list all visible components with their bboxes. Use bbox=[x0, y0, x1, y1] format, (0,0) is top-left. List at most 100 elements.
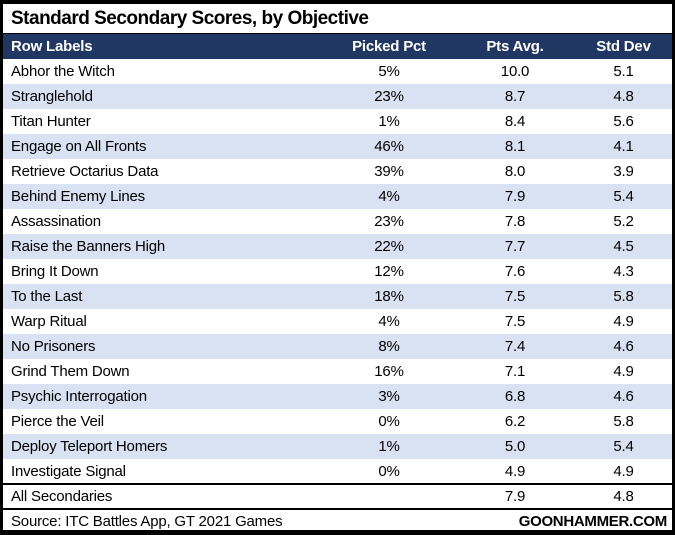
table-row: To the Last 18% 7.5 5.8 bbox=[3, 284, 672, 309]
row-label-cell: Abhor the Witch bbox=[11, 63, 115, 80]
std-dev-cell: 3.9 bbox=[613, 163, 634, 180]
std-dev-cell: 5.4 bbox=[575, 184, 672, 209]
picked-pct-cell: 16% bbox=[374, 363, 404, 380]
std-dev-cell: 4.9 bbox=[613, 462, 634, 480]
pts-avg-cell: 10.0 bbox=[500, 63, 530, 80]
row-label-cell: Warp Ritual bbox=[11, 313, 87, 330]
table-row: Behind Enemy Lines 4% 7.9 5.4 bbox=[3, 184, 672, 209]
table-row: Psychic Interrogation 3% 6.8 4.6 bbox=[3, 384, 672, 409]
table-row: Stranglehold 23% 8.7 4.8 bbox=[3, 84, 672, 109]
table-total-section: All Secondaries 7.9 4.8 Source: ITC Batt… bbox=[3, 483, 672, 530]
header-row: Row Labels Picked Pct Pts Avg. Std Dev bbox=[3, 34, 672, 59]
picked-pct-cell: 8% bbox=[323, 334, 455, 359]
pts-avg-cell: 7.5 bbox=[455, 284, 575, 309]
std-dev-cell: 4.5 bbox=[575, 234, 672, 259]
brand-text: GOONHAMMER.COM bbox=[455, 509, 672, 530]
picked-pct-cell: 22% bbox=[323, 234, 455, 259]
std-dev-cell: 4.8 bbox=[575, 84, 672, 109]
table-row: Abhor the Witch 5% 10.0 5.1 bbox=[3, 59, 672, 84]
std-dev-cell: 4.9 bbox=[613, 313, 634, 330]
row-label-cell: Assassination bbox=[11, 213, 101, 230]
std-dev-cell: 5.6 bbox=[613, 113, 634, 130]
table-row: Engage on All Fronts 46% 8.1 4.1 bbox=[3, 134, 672, 159]
row-label-cell: Raise the Banners High bbox=[3, 234, 323, 259]
table-row: No Prisoners 8% 7.4 4.6 bbox=[3, 334, 672, 359]
total-std-dev-cell: 4.8 bbox=[575, 483, 672, 510]
row-label-cell: Bring It Down bbox=[11, 263, 99, 280]
pts-avg-cell: 7.5 bbox=[504, 313, 526, 330]
row-label-cell: Deploy Teleport Homers bbox=[3, 434, 323, 459]
pts-avg-cell: 6.2 bbox=[504, 413, 526, 430]
row-label-cell: No Prisoners bbox=[3, 334, 323, 359]
std-dev-cell: 5.8 bbox=[613, 413, 634, 430]
std-dev-cell: 5.1 bbox=[613, 63, 634, 80]
table-row: Raise the Banners High 22% 7.7 4.5 bbox=[3, 234, 672, 259]
table-row: Pierce the Veil 0% 6.2 5.8 bbox=[3, 409, 672, 434]
col-header-std-dev: Std Dev bbox=[575, 34, 672, 59]
picked-pct-cell: 4% bbox=[378, 313, 400, 330]
picked-pct-cell: 23% bbox=[323, 84, 455, 109]
page-title: Standard Secondary Scores, by Objective bbox=[11, 7, 369, 29]
col-header-pts-avg: Pts Avg. bbox=[455, 34, 575, 59]
table-body: Abhor the Witch 5% 10.0 5.1 Stranglehold… bbox=[3, 59, 672, 484]
secondary-scores-table: Row Labels Picked Pct Pts Avg. Std Dev A… bbox=[3, 34, 672, 530]
picked-pct-cell: 3% bbox=[323, 384, 455, 409]
picked-pct-cell: 0% bbox=[378, 462, 400, 480]
picked-pct-cell: 39% bbox=[374, 163, 404, 180]
std-dev-cell: 5.8 bbox=[575, 284, 672, 309]
title-band: Standard Secondary Scores, by Objective bbox=[3, 4, 672, 34]
row-label-cell: Pierce the Veil bbox=[11, 413, 104, 430]
table-row: Titan Hunter 1% 8.4 5.6 bbox=[3, 109, 672, 134]
pts-avg-cell: 7.7 bbox=[455, 234, 575, 259]
picked-pct-cell: 5% bbox=[378, 63, 400, 80]
std-dev-cell: 4.6 bbox=[575, 384, 672, 409]
row-label-cell: Stranglehold bbox=[3, 84, 323, 109]
row-label-cell: Titan Hunter bbox=[11, 113, 91, 130]
std-dev-cell: 4.6 bbox=[575, 334, 672, 359]
row-label-cell: Retrieve Octarius Data bbox=[11, 163, 159, 180]
row-label-cell: Behind Enemy Lines bbox=[3, 184, 323, 209]
pts-avg-cell: 5.0 bbox=[455, 434, 575, 459]
row-label-cell: To the Last bbox=[3, 284, 323, 309]
pts-avg-cell: 8.4 bbox=[504, 113, 526, 130]
table-row: Warp Ritual 4% 7.5 4.9 bbox=[3, 309, 672, 334]
pts-avg-cell: 7.6 bbox=[504, 263, 526, 280]
table-row: Assassination 23% 7.8 5.2 bbox=[3, 209, 672, 234]
footer-row: Source: ITC Battles App, GT 2021 Games G… bbox=[3, 509, 672, 530]
pts-avg-cell: 7.1 bbox=[504, 363, 526, 380]
picked-pct-cell: 46% bbox=[323, 134, 455, 159]
pts-avg-cell: 8.1 bbox=[455, 134, 575, 159]
table-row: Retrieve Octarius Data 39% 8.0 3.9 bbox=[3, 159, 672, 184]
pts-avg-cell: 8.7 bbox=[455, 84, 575, 109]
pts-avg-cell: 8.0 bbox=[504, 163, 526, 180]
total-pts-avg-cell: 7.9 bbox=[455, 483, 575, 510]
table-row: Bring It Down 12% 7.6 4.3 bbox=[3, 259, 672, 284]
row-label-cell: Grind Them Down bbox=[11, 363, 130, 380]
source-text: Source: ITC Battles App, GT 2021 Games bbox=[3, 509, 455, 530]
picked-pct-cell: 1% bbox=[378, 113, 400, 130]
picked-pct-cell: 23% bbox=[374, 213, 404, 230]
picked-pct-cell: 0% bbox=[378, 413, 400, 430]
picked-pct-cell: 18% bbox=[323, 284, 455, 309]
picked-pct-cell: 4% bbox=[323, 184, 455, 209]
table-row: Grind Them Down 16% 7.1 4.9 bbox=[3, 359, 672, 384]
table-row: Investigate Signal 0% 4.9 4.9 bbox=[3, 459, 672, 484]
row-label-cell: Engage on All Fronts bbox=[3, 134, 323, 159]
total-picked-pct-cell bbox=[323, 483, 455, 510]
total-label-cell: All Secondaries bbox=[3, 483, 323, 510]
std-dev-cell: 4.9 bbox=[613, 363, 634, 380]
pts-avg-cell: 7.8 bbox=[504, 213, 526, 230]
row-label-cell: Investigate Signal bbox=[11, 462, 126, 480]
std-dev-cell: 4.3 bbox=[613, 263, 634, 280]
pts-avg-cell: 7.4 bbox=[455, 334, 575, 359]
picked-pct-cell: 12% bbox=[374, 263, 404, 280]
table-header: Row Labels Picked Pct Pts Avg. Std Dev bbox=[3, 34, 672, 59]
col-header-row-labels: Row Labels bbox=[3, 34, 323, 59]
pts-avg-cell: 7.9 bbox=[455, 184, 575, 209]
std-dev-cell: 5.2 bbox=[613, 213, 634, 230]
pts-avg-cell: 6.8 bbox=[455, 384, 575, 409]
pts-avg-cell: 4.9 bbox=[504, 462, 526, 480]
std-dev-cell: 4.1 bbox=[575, 134, 672, 159]
row-label-cell: Psychic Interrogation bbox=[3, 384, 323, 409]
